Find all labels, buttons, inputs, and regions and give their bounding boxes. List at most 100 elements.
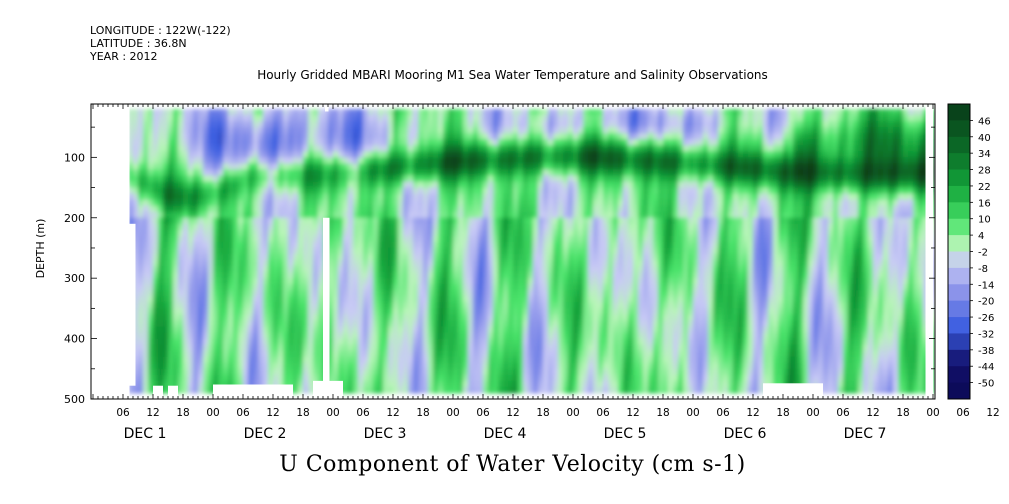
heatmap-cell	[613, 193, 619, 201]
heatmap-cell	[593, 199, 599, 207]
heatmap-cell	[553, 193, 559, 201]
heatmap-cell	[513, 247, 519, 255]
heatmap-cell	[288, 241, 294, 249]
heatmap-cell	[463, 290, 469, 297]
heatmap-cell	[333, 115, 339, 122]
heatmap-cell	[408, 199, 414, 207]
heatmap-cell	[483, 278, 489, 285]
heatmap-cell	[493, 362, 499, 370]
heatmap-cell	[138, 272, 144, 279]
heatmap-cell	[478, 115, 484, 122]
heatmap-cell	[643, 187, 649, 195]
heatmap-cell	[608, 368, 614, 376]
heatmap-cell	[383, 254, 389, 261]
heatmap-cell	[533, 296, 539, 303]
heatmap-cell	[543, 205, 549, 213]
heatmap-cell	[573, 157, 579, 164]
heatmap-cell	[458, 356, 464, 364]
heatmap-cell	[198, 163, 204, 171]
heatmap-cell	[293, 356, 299, 364]
heatmap-cell	[428, 272, 434, 279]
heatmap-cell	[588, 175, 594, 183]
heatmap-cell	[508, 356, 514, 364]
heatmap-cell	[253, 175, 259, 183]
heatmap-cell	[518, 296, 524, 303]
heatmap-cell	[143, 163, 149, 171]
heatmap-cell	[138, 133, 144, 140]
heatmap-cell	[218, 272, 224, 279]
heatmap-cell	[468, 302, 474, 309]
heatmap-cell	[478, 247, 484, 255]
heatmap-cell	[333, 139, 339, 146]
heatmap-cell	[593, 229, 599, 237]
heatmap-cell	[383, 386, 389, 394]
heatmap-cell	[133, 139, 139, 146]
heatmap-cell	[648, 199, 654, 207]
heatmap-cell	[543, 121, 549, 128]
heatmap-cell	[628, 223, 634, 231]
heatmap-cell	[588, 296, 594, 303]
heatmap-cell	[503, 314, 509, 322]
heatmap-cell	[278, 374, 284, 382]
heatmap-cell	[343, 139, 349, 146]
heatmap-cell	[258, 314, 264, 322]
heatmap-cell	[648, 380, 654, 388]
heatmap-cell	[208, 314, 214, 322]
heatmap-cell	[453, 380, 459, 388]
heatmap-cell	[133, 247, 139, 255]
heatmap-cell	[183, 278, 189, 285]
heatmap-cell	[413, 266, 419, 273]
heatmap-cell	[243, 145, 249, 152]
heatmap-cell	[313, 290, 319, 297]
heatmap-cell	[388, 229, 394, 237]
heatmap-cell	[138, 308, 144, 316]
heatmap-cell	[233, 356, 239, 364]
heatmap-cell	[428, 223, 434, 231]
heatmap-cell	[293, 247, 299, 255]
heatmap-cell	[148, 229, 154, 237]
heatmap-cell	[488, 133, 494, 140]
heatmap-cell	[388, 320, 394, 328]
heatmap-cell	[313, 260, 319, 267]
heatmap-cell	[283, 278, 289, 285]
heatmap-cell	[373, 193, 379, 201]
heatmap-cell	[448, 344, 454, 352]
heatmap-cell	[423, 157, 429, 164]
heatmap-cell	[188, 356, 194, 364]
heatmap-cell	[598, 362, 604, 370]
heatmap-cell	[653, 127, 659, 134]
heatmap-cell	[363, 241, 369, 249]
heatmap-cell	[153, 338, 159, 346]
heatmap-cell	[608, 127, 614, 134]
heatmap-cell	[608, 254, 614, 261]
heatmap-cell	[268, 332, 274, 340]
heatmap-cell	[263, 278, 269, 285]
heatmap-cell	[483, 320, 489, 328]
heatmap-cell	[623, 284, 629, 291]
heatmap-cell	[448, 266, 454, 273]
heatmap-cell	[368, 278, 374, 285]
heatmap-cell	[588, 109, 594, 116]
heatmap-cell	[493, 157, 499, 164]
heatmap-cell	[278, 181, 284, 189]
heatmap-cell	[373, 187, 379, 195]
heatmap-cell	[533, 302, 539, 309]
heatmap-cell	[583, 266, 589, 273]
heatmap-cell	[193, 284, 199, 291]
heatmap-cell	[508, 362, 514, 370]
heatmap-cell	[163, 308, 169, 316]
heatmap-cell	[608, 205, 614, 213]
heatmap-cell	[208, 278, 214, 285]
heatmap-cell	[398, 284, 404, 291]
heatmap-cell	[343, 362, 349, 370]
heatmap-cell	[453, 157, 459, 164]
heatmap-cell	[618, 121, 624, 128]
heatmap-cell	[173, 205, 179, 213]
heatmap-cell	[183, 223, 189, 231]
heatmap-cell	[638, 217, 644, 225]
heatmap-cell	[158, 374, 164, 382]
heatmap-cell	[518, 151, 524, 158]
heatmap-cell	[173, 254, 179, 261]
heatmap-cell	[428, 115, 434, 122]
heatmap-cell	[518, 157, 524, 164]
